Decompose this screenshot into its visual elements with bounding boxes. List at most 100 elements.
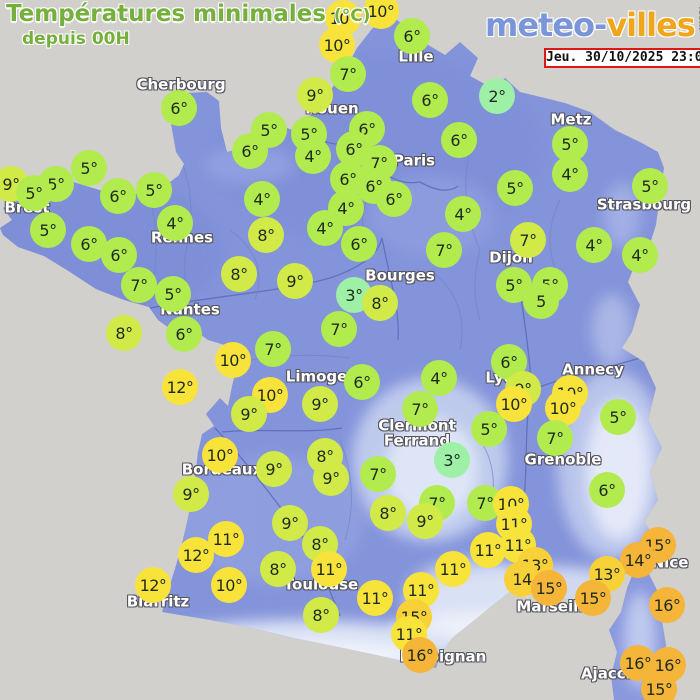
logo-blue-part: meteo- <box>485 6 607 44</box>
title-text: Températures minimales <box>6 1 326 27</box>
temp-bubble[interactable]: 10° <box>211 567 247 603</box>
temp-bubble[interactable]: 4° <box>157 205 193 241</box>
temp-bubble[interactable]: 12° <box>162 369 198 405</box>
temp-bubble[interactable]: 6° <box>101 237 137 273</box>
title-block: Températures minimales (°C) depuis 00H <box>6 1 370 49</box>
temp-bubble[interactable]: 5° <box>497 170 533 206</box>
city-label: Marseille <box>516 597 594 616</box>
temp-bubble[interactable]: 4° <box>307 210 343 246</box>
temp-bubble[interactable]: 11° <box>470 532 506 568</box>
temp-bubble[interactable]: 9° <box>277 263 313 299</box>
temp-bubble[interactable]: 5° <box>71 150 107 186</box>
temp-bubble[interactable]: 9° <box>302 386 338 422</box>
temp-bubble[interactable]: 9° <box>256 451 292 487</box>
temp-bubble[interactable]: 6° <box>376 181 412 217</box>
city-label: Limoges <box>285 367 357 386</box>
temp-bubble[interactable]: 7° <box>330 56 366 92</box>
city-label: Bourges <box>365 266 435 285</box>
temp-bubble[interactable]: 5° <box>471 411 507 447</box>
temp-bubble[interactable]: 15° <box>531 570 567 606</box>
temp-bubble[interactable]: 5° <box>30 212 66 248</box>
temp-bubble[interactable]: 10° <box>319 27 355 63</box>
temp-bubble[interactable]: 7° <box>510 222 546 258</box>
temp-bubble[interactable]: 8° <box>303 597 339 633</box>
temp-bubble[interactable]: 4° <box>576 227 612 263</box>
temp-bubble[interactable]: 10° <box>215 342 251 378</box>
temp-bubble[interactable]: 6° <box>341 226 377 262</box>
page-title: Températures minimales (°C) <box>6 1 370 27</box>
temp-bubble[interactable]: 5 <box>523 283 559 319</box>
temp-bubble[interactable]: 8° <box>260 551 296 587</box>
temp-bubble[interactable]: 11° <box>435 551 471 587</box>
city-label: Metz <box>550 110 592 129</box>
city-label: Annecy <box>562 360 624 379</box>
temp-bubble[interactable]: 7° <box>402 391 438 427</box>
site-logo[interactable]: meteo-villes.com <box>485 6 700 44</box>
temp-bubble[interactable]: 7° <box>537 420 573 456</box>
temp-bubble[interactable]: 7° <box>321 311 357 347</box>
temp-bubble[interactable]: 8° <box>370 495 406 531</box>
temp-bubble[interactable]: 6° <box>166 316 202 352</box>
temp-bubble[interactable]: 9° <box>313 460 349 496</box>
temp-bubble[interactable]: 5° <box>155 276 191 312</box>
temp-bubble[interactable]: 11° <box>311 551 347 587</box>
temp-bubble[interactable]: 4° <box>244 181 280 217</box>
temp-bubble[interactable]: 4° <box>552 156 588 192</box>
temp-bubble[interactable]: 7° <box>121 267 157 303</box>
temp-bubble[interactable]: 14 <box>504 561 540 597</box>
temp-bubble[interactable]: 3° <box>434 442 470 478</box>
temp-bubble[interactable]: 9° <box>272 505 308 541</box>
temp-bubble[interactable]: 7° <box>255 331 291 367</box>
city-label: Strasbourg <box>596 195 692 214</box>
temp-bubble[interactable]: 8° <box>248 217 284 253</box>
title-unit: (°C) <box>333 6 371 26</box>
page-subtitle: depuis 00H <box>22 29 130 49</box>
temp-bubble[interactable]: 4° <box>445 196 481 232</box>
temp-bubble[interactable]: 5° <box>16 175 52 211</box>
temp-bubble[interactable]: 5° <box>600 399 636 435</box>
city-label: Paris <box>392 151 436 170</box>
temp-bubble[interactable]: 13° <box>589 556 625 592</box>
logo-orange-part: villes <box>606 6 696 44</box>
temp-bubble[interactable]: 9° <box>407 503 443 539</box>
temp-bubble[interactable]: 5° <box>632 168 668 204</box>
temp-bubble[interactable]: 8° <box>221 256 257 292</box>
temp-bubble[interactable]: 9° <box>231 396 267 432</box>
temp-bubble[interactable]: 5° <box>136 172 172 208</box>
temp-bubble[interactable]: 6° <box>394 18 430 54</box>
temp-bubble[interactable]: 16° <box>402 637 438 673</box>
temp-bubble[interactable]: 4° <box>421 360 457 396</box>
temp-bubble[interactable]: 15° <box>641 671 677 700</box>
temp-bubble[interactable]: 4° <box>622 237 658 273</box>
temp-bubble[interactable]: 6° <box>232 133 268 169</box>
temp-bubble[interactable]: 12° <box>135 567 171 603</box>
temp-bubble[interactable]: 2° <box>479 78 515 114</box>
city-label: Grenoble <box>524 450 602 469</box>
temp-bubble[interactable]: 9° <box>297 77 333 113</box>
temp-bubble[interactable]: 8° <box>106 315 142 351</box>
city-label: Cherbourg <box>136 75 226 94</box>
temp-bubble[interactable]: 12° <box>178 537 214 573</box>
temp-bubble[interactable]: 11° <box>357 580 393 616</box>
temp-bubble[interactable]: 4° <box>295 138 331 174</box>
temp-bubble[interactable]: 8° <box>362 285 398 321</box>
temp-bubble[interactable]: 6° <box>100 178 136 214</box>
temp-bubble[interactable]: 6° <box>161 90 197 126</box>
temp-bubble[interactable]: 6° <box>344 364 380 400</box>
temp-bubble[interactable]: 9° <box>173 476 209 512</box>
temp-bubble[interactable]: 11° <box>208 521 244 557</box>
temp-bubble[interactable]: 10° <box>202 437 238 473</box>
temp-bubble[interactable]: 6° <box>589 472 625 508</box>
logo-tld: .com <box>695 6 700 31</box>
temp-bubble[interactable]: 6° <box>441 122 477 158</box>
temp-bubble[interactable]: 7° <box>426 232 462 268</box>
temp-bubble[interactable]: 16° <box>649 587 685 623</box>
temp-bubble[interactable]: 15° <box>575 580 611 616</box>
temp-bubble[interactable]: 7° <box>360 456 396 492</box>
temp-bubble[interactable]: 6° <box>412 82 448 118</box>
temp-bubble[interactable]: 10° <box>363 0 399 29</box>
temp-bubble[interactable]: 14° <box>620 542 656 578</box>
